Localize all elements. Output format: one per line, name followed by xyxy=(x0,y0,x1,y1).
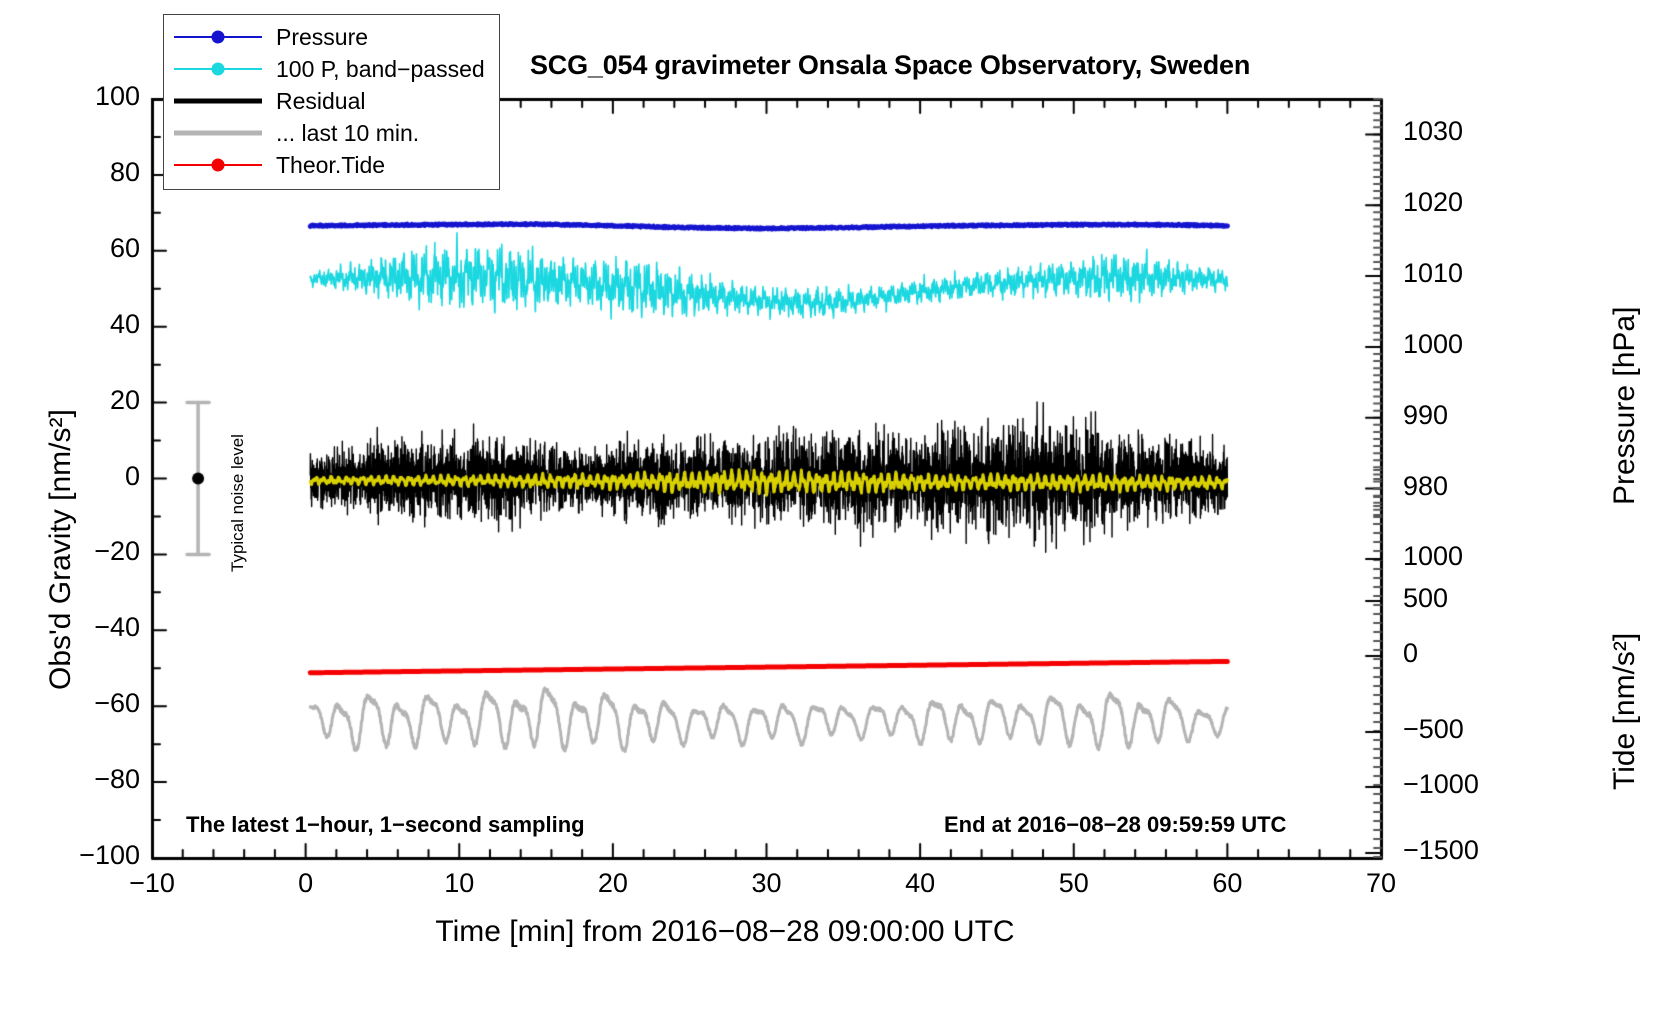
chart-legend: Pressure 100 P, band−passed Residual ... la… xyxy=(163,14,500,190)
tick-label: −1000 xyxy=(1403,769,1479,799)
tick-label: 20 xyxy=(597,868,628,898)
tick-label: 1010 xyxy=(1403,258,1464,289)
tick-label: −100 xyxy=(79,840,140,870)
tick-label: 0 xyxy=(124,460,140,491)
legend-item-4: Theor.Tide xyxy=(174,149,485,181)
y-axis-left-title: Obs'd Gravity [nm/s²] xyxy=(44,409,77,690)
tick-label: 20 xyxy=(109,384,140,415)
annotation-bottom-left: The latest 1−hour, 1−second sampling xyxy=(186,812,585,837)
tick-label: 50 xyxy=(1058,868,1089,898)
tick-label: 980 xyxy=(1403,470,1449,501)
legend-item-0: Pressure xyxy=(174,21,485,53)
tick-label: −80 xyxy=(94,764,140,795)
x-axis-title: Time [min] from 2016−08−28 09:00:00 UTC xyxy=(435,915,1015,948)
tick-label: −40 xyxy=(94,612,140,643)
tick-label: 1020 xyxy=(1403,187,1464,218)
tick-label: 40 xyxy=(905,868,936,898)
annotation-bottom-right: End at 2016−08−28 09:59:59 UTC xyxy=(944,812,1287,837)
tick-label: 10 xyxy=(444,868,475,898)
tick-label: 40 xyxy=(109,308,140,339)
tick-label: −500 xyxy=(1403,714,1464,744)
tick-label: 80 xyxy=(109,156,140,187)
legend-item-label: ... last 10 min. xyxy=(276,119,420,146)
tick-label: 990 xyxy=(1403,399,1449,430)
legend-swatch-icon xyxy=(174,90,262,112)
page-title: SCG_054 gravimeter Onsala Space Observat… xyxy=(530,50,1251,80)
tick-label: 1000 xyxy=(1403,541,1464,571)
legend-item-label: Pressure xyxy=(276,23,369,50)
tick-label: 30 xyxy=(751,868,782,898)
legend-item-2: Residual xyxy=(174,85,485,117)
legend-item-label: 100 P, band−passed xyxy=(276,55,485,82)
legend-swatch-icon xyxy=(174,122,262,144)
legend-item-label: Theor.Tide xyxy=(276,151,386,178)
tick-label: −10 xyxy=(129,868,175,898)
legend-swatch-icon xyxy=(174,58,262,80)
tick-label: 0 xyxy=(298,868,314,898)
tick-label: 70 xyxy=(1365,868,1397,898)
tick-label: 0 xyxy=(1403,638,1419,668)
legend-item-label: Residual xyxy=(276,87,366,114)
tick-label: 500 xyxy=(1403,583,1449,613)
tick-label: −1500 xyxy=(1403,835,1479,865)
legend-item-3: ... last 10 min. xyxy=(174,117,485,149)
legend-item-1: 100 P, band−passed xyxy=(174,53,485,85)
y-axis-tide-title: Tide [nm/s²] xyxy=(1608,632,1641,790)
tick-label: −20 xyxy=(94,536,140,567)
tick-label: 100 xyxy=(94,81,140,111)
tick-label: 1000 xyxy=(1403,328,1464,359)
legend-swatch-icon xyxy=(174,154,262,176)
y-axis-pressure-title: Pressure [hPa] xyxy=(1608,306,1641,505)
tick-label: 60 xyxy=(1212,868,1243,898)
tick-label: 60 xyxy=(109,232,140,263)
tick-label: 1030 xyxy=(1403,116,1464,147)
legend-swatch-icon xyxy=(174,26,262,48)
tick-label: −60 xyxy=(94,688,140,719)
noise-level-label: Typical noise level xyxy=(228,434,247,572)
